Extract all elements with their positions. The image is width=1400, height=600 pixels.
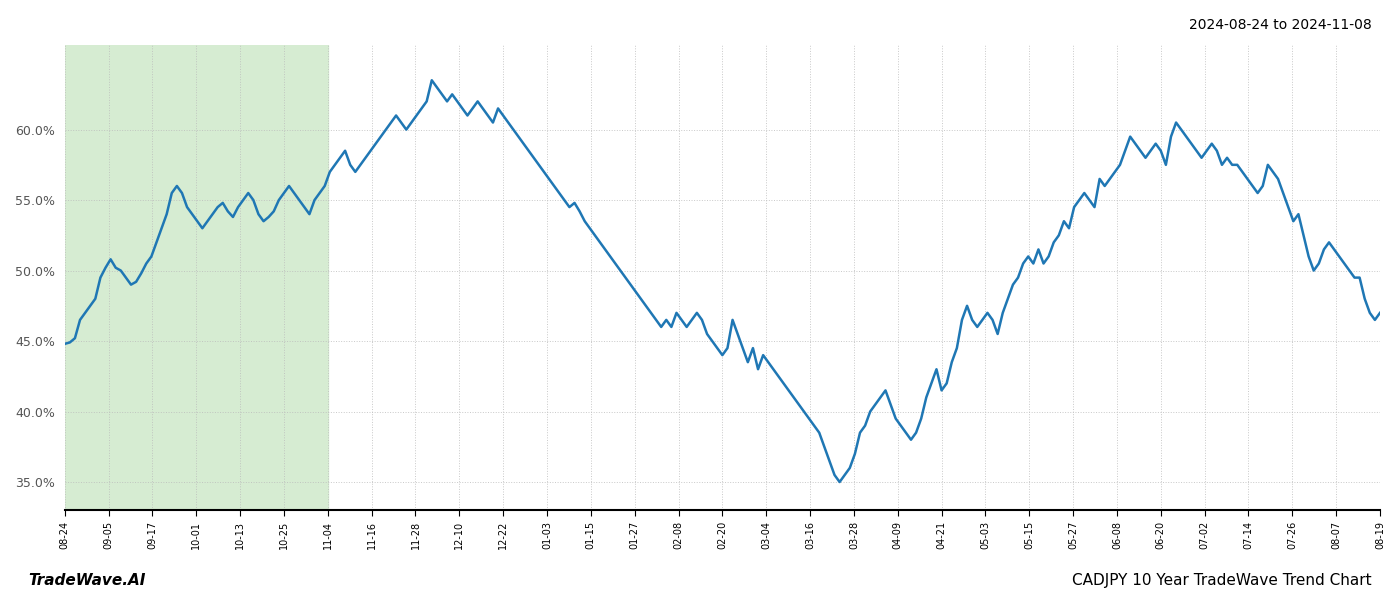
Text: 2024-08-24 to 2024-11-08: 2024-08-24 to 2024-11-08 xyxy=(1189,18,1372,32)
Bar xyxy=(64,45,328,510)
Text: TradeWave.AI: TradeWave.AI xyxy=(28,573,146,588)
Text: CADJPY 10 Year TradeWave Trend Chart: CADJPY 10 Year TradeWave Trend Chart xyxy=(1072,573,1372,588)
